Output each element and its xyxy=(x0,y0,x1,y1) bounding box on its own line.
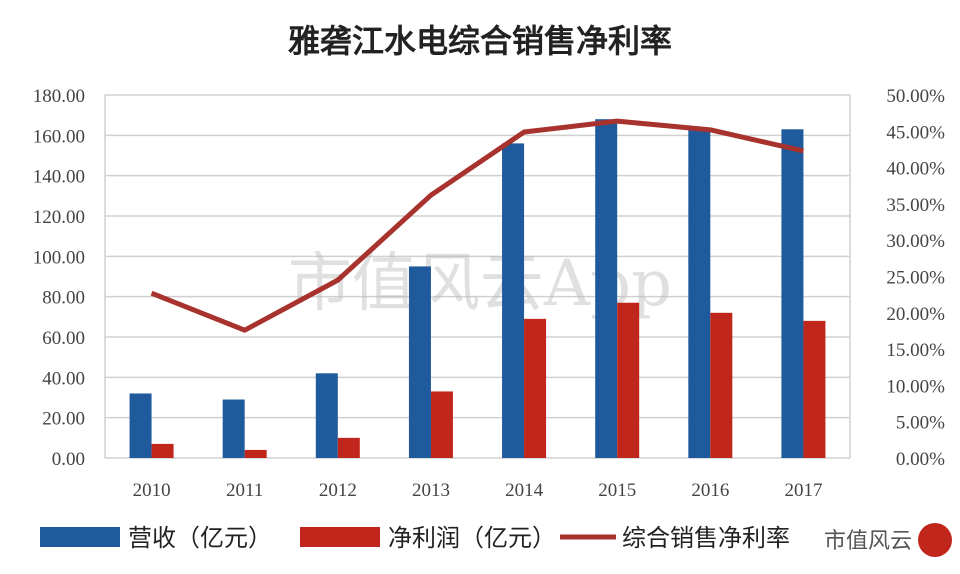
legend-swatch xyxy=(40,527,120,547)
bar-net-profit xyxy=(337,437,360,458)
bar-net-profit xyxy=(430,391,453,458)
y2-tick-label: 5.00% xyxy=(896,413,945,434)
chart-title: 雅砻江水电综合销售净利率 xyxy=(288,22,672,60)
x-tick-label: 2012 xyxy=(319,480,357,501)
bar-net-profit xyxy=(617,302,640,458)
y2-tick-label: 30.00% xyxy=(886,231,945,252)
x-tick-label: 2016 xyxy=(691,480,729,501)
y2-tick-label: 20.00% xyxy=(886,304,945,325)
y-tick-label: 120.00 xyxy=(33,207,85,228)
y2-tick-label: 25.00% xyxy=(886,268,945,289)
legend-label: 综合销售净利率 xyxy=(622,524,790,552)
logo-icon xyxy=(918,523,952,557)
y2-tick-label: 40.00% xyxy=(886,159,945,180)
y-tick-label: 140.00 xyxy=(33,167,85,188)
bar-net-profit xyxy=(524,318,547,458)
legend-swatch xyxy=(300,527,380,547)
bar-revenue xyxy=(688,129,711,459)
y-tick-label: 100.00 xyxy=(33,247,85,268)
y-tick-label: 20.00 xyxy=(42,409,85,430)
logo: 市值风云 xyxy=(824,523,952,557)
bar-net-profit xyxy=(151,443,174,458)
bar-revenue xyxy=(502,143,525,458)
x-tick-label: 2010 xyxy=(133,480,171,501)
y-tick-label: 0.00 xyxy=(52,449,85,470)
y-tick-label: 180.00 xyxy=(33,86,85,107)
x-tick-label: 2017 xyxy=(784,480,822,501)
line-net-margin xyxy=(150,118,804,333)
legend-label: 营收（亿元） xyxy=(128,524,272,552)
logo-text: 市值风云 xyxy=(824,529,912,554)
y2-tick-label: 45.00% xyxy=(886,122,945,143)
y2-tick-label: 10.00% xyxy=(886,376,945,397)
y-tick-label: 160.00 xyxy=(33,126,85,147)
y-tick-label: 40.00 xyxy=(42,368,85,389)
bar-net-profit xyxy=(803,320,826,458)
bar-net-profit xyxy=(244,449,267,458)
y-tick-label: 60.00 xyxy=(42,328,85,349)
y2-tick-label: 15.00% xyxy=(886,340,945,361)
bar-net-profit xyxy=(710,312,733,458)
bar-revenue xyxy=(315,373,338,458)
y-tick-label: 80.00 xyxy=(42,288,85,309)
bar-revenue xyxy=(408,266,431,458)
y2-tick-label: 50.00% xyxy=(886,86,945,107)
bar-revenue xyxy=(222,399,245,458)
bar-revenue xyxy=(781,129,804,459)
x-tick-label: 2015 xyxy=(598,480,636,501)
x-tick-label: 2014 xyxy=(505,480,544,501)
y2-tick-label: 35.00% xyxy=(886,195,945,216)
bar-revenue xyxy=(129,393,152,458)
bar-revenue xyxy=(595,119,618,458)
x-tick-label: 2013 xyxy=(412,480,450,501)
x-tick-label: 2011 xyxy=(226,480,263,501)
y2-tick-label: 0.00% xyxy=(896,449,945,470)
legend-label: 净利润（亿元） xyxy=(388,524,556,552)
